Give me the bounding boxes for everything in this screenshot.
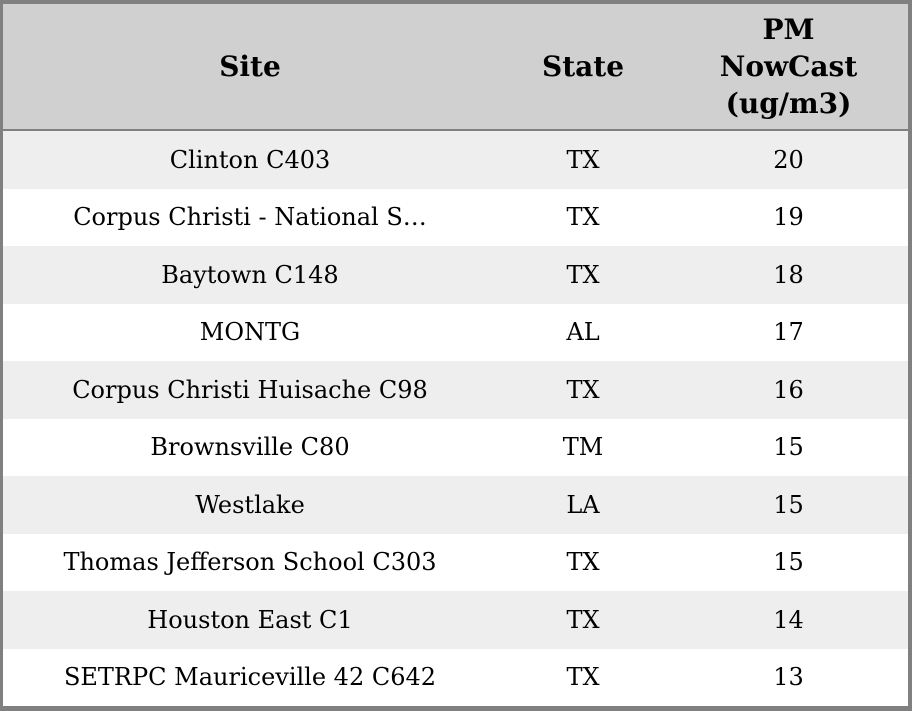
pm-value-cell: 17: [773, 318, 804, 347]
site-cell: Thomas Jefferson School C303: [63, 548, 437, 577]
state-cell: AL: [566, 318, 600, 347]
table-header-row: Site State PM NowCast (ug/m3): [3, 4, 908, 131]
column-header-pm-nowcast: PM NowCast (ug/m3): [719, 13, 858, 120]
table-row: Westlake LA 15: [3, 476, 908, 534]
site-cell: Baytown C148: [161, 260, 339, 289]
table-body: Clinton C403 TX 20 Corpus Christi - Nati…: [3, 131, 908, 706]
state-cell: TM: [562, 433, 604, 462]
table-row: Houston East C1 TX 14: [3, 591, 908, 649]
pm-value-cell: 16: [773, 375, 804, 404]
pm-value-cell: 15: [773, 433, 804, 462]
pm-value-cell: 15: [773, 548, 804, 577]
state-cell: TX: [566, 145, 600, 174]
site-cell: Brownsville C80: [150, 433, 350, 462]
column-header-site: Site: [219, 50, 281, 83]
state-cell: TX: [566, 260, 600, 289]
table-row: Baytown C148 TX 18: [3, 246, 908, 304]
table-row: MONTG AL 17: [3, 303, 908, 361]
table-row: Corpus Christi - National S… TX 19: [3, 188, 908, 246]
table-row: SETRPC Mauriceville 42 C642 TX 13: [3, 648, 908, 706]
site-cell: Corpus Christi Huisache C98: [72, 375, 428, 404]
table-row: Thomas Jefferson School C303 TX 15: [3, 533, 908, 591]
table-row: Corpus Christi Huisache C98 TX 16: [3, 361, 908, 419]
state-cell: TX: [566, 605, 600, 634]
site-cell: Corpus Christi - National S…: [73, 203, 427, 232]
pm-value-cell: 13: [773, 663, 804, 692]
pm-value-cell: 20: [773, 145, 804, 174]
pm-value-cell: 19: [773, 203, 804, 232]
site-cell: SETRPC Mauriceville 42 C642: [63, 663, 437, 692]
site-cell: Houston East C1: [147, 605, 353, 634]
site-cell: MONTG: [199, 318, 301, 347]
state-cell: LA: [566, 490, 600, 519]
pm-value-cell: 15: [773, 490, 804, 519]
state-cell: TX: [566, 203, 600, 232]
state-cell: TX: [566, 375, 600, 404]
site-cell: Westlake: [195, 490, 305, 519]
table-row: Clinton C403 TX 20: [3, 131, 908, 189]
state-cell: TX: [566, 548, 600, 577]
column-header-state: State: [541, 50, 625, 83]
site-cell: Clinton C403: [169, 145, 331, 174]
table-row: Brownsville C80 TM 15: [3, 418, 908, 476]
state-cell: TX: [566, 663, 600, 692]
pm-value-cell: 14: [773, 605, 804, 634]
pm-value-cell: 18: [773, 260, 804, 289]
